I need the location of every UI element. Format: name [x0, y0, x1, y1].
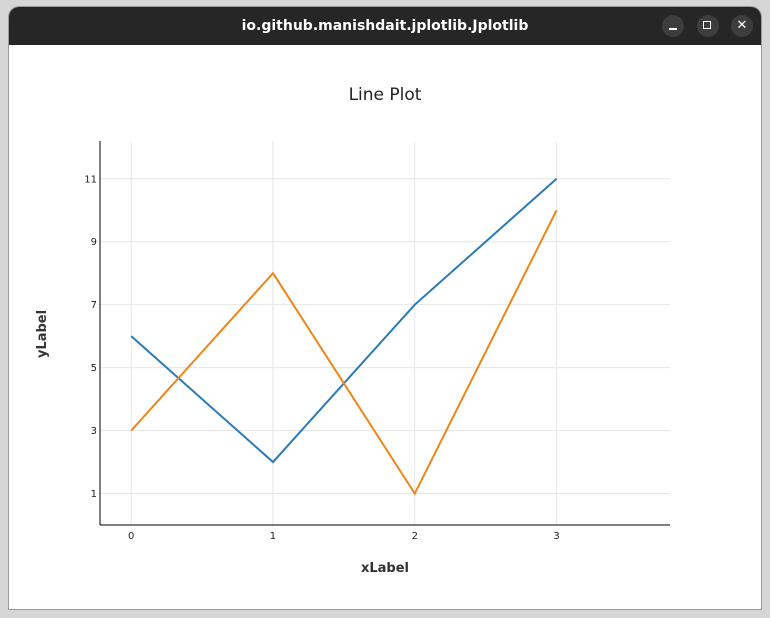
close-button[interactable]: ✕ [731, 15, 753, 37]
y-axis-label: yLabel [35, 310, 50, 358]
minimize-button[interactable] [662, 15, 684, 37]
x-tick-label: 0 [128, 531, 134, 542]
line-chart: Line Plot 0 1 2 3 1 3 5 7 9 11 xLabel yLabel [35, 85, 670, 576]
axes [99, 141, 670, 526]
series-line-2 [130, 209, 558, 496]
close-icon: ✕ [736, 18, 748, 33]
plot-area: Line Plot 0 1 2 3 1 3 5 7 9 11 xLabel yLabel [9, 45, 761, 609]
y-tick-label: 11 [84, 174, 97, 185]
series-line-1 [130, 178, 558, 464]
x-tick-label: 1 [270, 531, 276, 542]
x-tick-label: 2 [412, 531, 418, 542]
minimize-icon [669, 28, 677, 30]
y-tick-label: 1 [91, 489, 97, 500]
tick-labels: 0 1 2 3 1 3 5 7 9 11 [84, 174, 559, 542]
maximize-icon [703, 21, 711, 29]
x-tick-label: 3 [553, 531, 559, 542]
y-tick-label: 5 [91, 363, 97, 374]
y-tick-label: 7 [91, 300, 97, 311]
chart-title: Line Plot [349, 85, 422, 105]
y-tick-label: 9 [91, 237, 97, 248]
app-window: io.github.manishdait.jplotlib.Jplotlib ✕… [9, 7, 761, 609]
x-axis-label: xLabel [361, 561, 409, 576]
title-bar[interactable]: io.github.manishdait.jplotlib.Jplotlib ✕ [9, 7, 761, 45]
window-title: io.github.manishdait.jplotlib.Jplotlib [241, 18, 529, 34]
series-lines [130, 178, 558, 496]
grid [100, 141, 670, 525]
maximize-button[interactable] [697, 15, 719, 37]
y-tick-label: 3 [91, 426, 97, 437]
